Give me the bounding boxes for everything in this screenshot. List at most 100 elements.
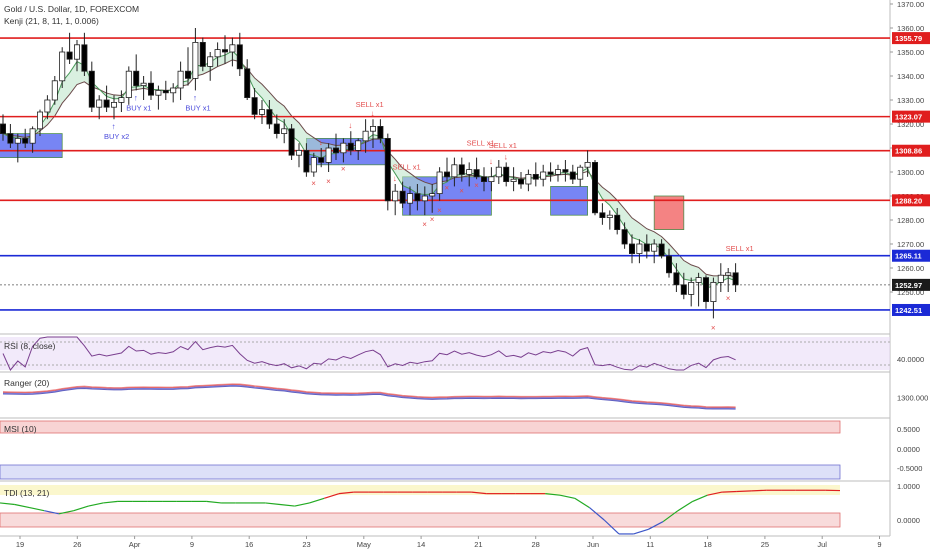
price-tick-label: 1260.00 <box>897 264 924 273</box>
candle-body <box>97 100 102 107</box>
candle-body <box>644 244 649 251</box>
sell-arrow: ↓ <box>319 138 323 147</box>
chart-title: Gold / U.S. Dollar, 1D, FOREXCOM <box>4 4 139 14</box>
buy-arrow: ↑ <box>134 93 138 102</box>
candle-body <box>230 45 235 52</box>
candle-body <box>415 194 420 201</box>
tdi-line <box>88 503 103 506</box>
ranger-line <box>3 384 736 407</box>
candle-body <box>171 88 176 93</box>
msi-upper-band <box>0 421 840 433</box>
candle-body <box>489 177 494 182</box>
buy-signal-label: BUY x1 <box>126 103 151 112</box>
price-tick-label: 1330.00 <box>897 96 924 105</box>
price-tick-label: 1360.00 <box>897 24 924 33</box>
tdi-pane-label: TDI (13, 21) <box>4 488 49 498</box>
candle-body <box>681 285 686 295</box>
candle-body <box>333 148 338 153</box>
level-price-label: 1323.07 <box>895 113 922 122</box>
candle-body <box>607 215 612 217</box>
price-tick-label: 1270.00 <box>897 240 924 249</box>
candle-body <box>0 124 5 134</box>
candle-body <box>615 215 620 229</box>
tdi-lower-band <box>0 513 840 527</box>
candle-body <box>407 194 412 204</box>
candle-body <box>30 129 35 143</box>
price-tick-label: 1350.00 <box>897 48 924 57</box>
stop-marker: × <box>430 215 435 224</box>
candle-body <box>267 110 272 124</box>
ranger-line <box>3 385 736 408</box>
candle-body <box>8 134 13 144</box>
price-tick-label: 1340.00 <box>897 72 924 81</box>
stop-marker: × <box>459 187 464 196</box>
tdi-line <box>295 503 310 506</box>
time-tick-label: 9 <box>877 540 881 549</box>
time-tick-label: 18 <box>703 540 711 549</box>
candle-body <box>600 213 605 218</box>
candle-body <box>215 50 220 57</box>
candle-body <box>555 170 560 175</box>
candle-body <box>437 172 442 194</box>
tdi-line <box>0 503 15 505</box>
candle-body <box>148 83 153 95</box>
candle-body <box>37 112 42 129</box>
candle-body <box>45 100 50 112</box>
sell-arrow: ↓ <box>371 109 375 118</box>
candle-body <box>496 167 501 177</box>
tdi-line <box>560 495 575 498</box>
candle-body <box>585 162 590 167</box>
buy-arrow: ↑ <box>193 93 197 102</box>
time-tick-label: 19 <box>16 540 24 549</box>
time-tick-label: 23 <box>302 540 310 549</box>
candle-body <box>511 179 516 181</box>
candle-body <box>563 170 568 172</box>
candle-body <box>652 244 657 251</box>
sell-arrow: ↓ <box>348 121 352 130</box>
candle-body <box>119 98 124 103</box>
candle-body <box>578 167 583 179</box>
candle-body <box>282 129 287 134</box>
tdi-line <box>737 491 752 492</box>
candle-body <box>141 83 146 85</box>
candle-body <box>311 158 316 172</box>
time-tick-label: 16 <box>245 540 253 549</box>
time-tick-label: Jul <box>817 540 827 549</box>
tdi-line <box>15 505 30 508</box>
candle-body <box>385 138 390 200</box>
candle-body <box>348 143 353 150</box>
candle-body <box>622 230 627 244</box>
candle-body <box>67 52 72 59</box>
slow-ma-line <box>3 60 736 277</box>
buy-signal-label: BUY x2 <box>104 132 129 141</box>
candle-body <box>52 81 57 100</box>
candle-body <box>422 196 427 201</box>
msi-lower-band <box>0 465 840 479</box>
candle-body <box>296 150 301 155</box>
buy-arrow: ↑ <box>112 122 116 131</box>
time-tick-label: 25 <box>761 540 769 549</box>
price-tick-label: 1370.00 <box>897 0 924 9</box>
level-price-label: 1242.51 <box>895 306 922 315</box>
stop-marker: × <box>341 164 346 173</box>
tdi-line <box>752 490 767 491</box>
buy-signal-label: BUY x1 <box>185 103 210 112</box>
tdi-line <box>722 491 737 492</box>
candle-body <box>193 42 198 78</box>
ranger-line <box>3 385 736 408</box>
candle-body <box>444 172 449 177</box>
msi-tick-label: -0.5000 <box>897 464 922 473</box>
candle-body <box>548 172 553 174</box>
candle-body <box>237 45 242 69</box>
sell-signal-label: SELL x1 <box>726 244 754 253</box>
tdi-tick-label: 0.0000 <box>897 516 920 525</box>
candle-body <box>541 172 546 179</box>
sell-signal-label: SELL x1 <box>356 100 384 109</box>
candle-body <box>629 244 634 254</box>
sell-signal-label: SELL x1 <box>393 163 421 172</box>
stop-marker: × <box>711 323 716 332</box>
candle-body <box>23 138 28 143</box>
tdi-line <box>575 498 590 507</box>
candle-body <box>393 191 398 201</box>
